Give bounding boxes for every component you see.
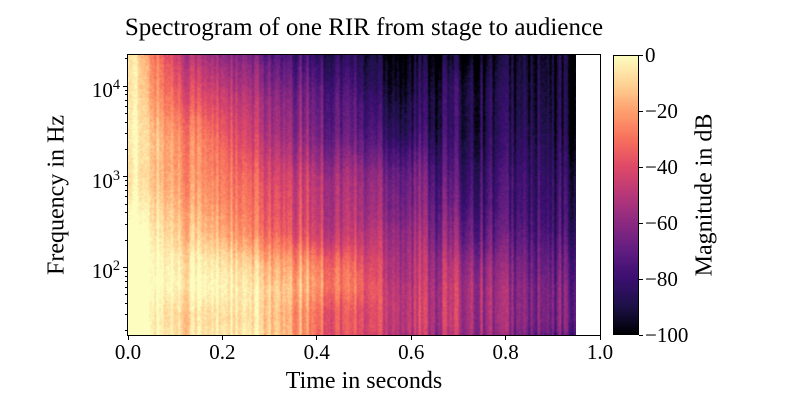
y-minor-tick-mark <box>125 271 128 273</box>
x-tick-mark <box>505 335 507 340</box>
x-tick-label: 0.2 <box>209 340 236 364</box>
colorbar-tick-mark <box>639 278 643 280</box>
colorbar-tick-label: −100 <box>645 323 689 347</box>
y-minor-tick-mark <box>125 196 128 198</box>
y-minor-tick-mark <box>125 330 128 332</box>
colorbar-tick-label: −60 <box>645 211 678 235</box>
colorbar-canvas <box>614 56 638 334</box>
y-tick-label: 102 <box>91 258 120 284</box>
x-tick-mark <box>127 335 129 340</box>
y-minor-tick-mark <box>125 105 128 107</box>
colorbar-tick-label: −80 <box>645 267 678 291</box>
x-tick-label: 0.6 <box>398 340 425 364</box>
x-tick-mark <box>599 335 601 340</box>
x-tick-label: 0.8 <box>492 340 519 364</box>
y-minor-tick-mark <box>125 89 128 91</box>
x-tick-label: 1.0 <box>586 340 614 364</box>
y-minor-tick-mark <box>125 133 128 135</box>
y-minor-tick-mark <box>125 58 128 60</box>
colorbar-tick-label: 0 <box>645 43 656 67</box>
y-minor-tick-mark <box>125 180 128 182</box>
spectrogram-canvas <box>128 55 576 335</box>
x-tick-mark <box>410 335 412 340</box>
y-minor-tick-mark <box>125 212 128 214</box>
y-minor-tick-mark <box>125 190 128 192</box>
y-minor-tick-mark <box>125 99 128 101</box>
y-minor-tick-mark <box>125 239 128 241</box>
y-tick-label: 103 <box>91 167 120 193</box>
colorbar-tick-mark <box>639 334 643 336</box>
y-minor-tick-mark <box>125 281 128 283</box>
y-minor-tick-mark <box>125 287 128 289</box>
chart-title: Spectrogram of one RIR from stage to aud… <box>124 14 604 41</box>
x-tick-label: 0.4 <box>303 340 330 364</box>
y-minor-tick-mark <box>125 149 128 150</box>
y-tick-exponent: 3 <box>112 167 120 184</box>
y-minor-tick-mark <box>125 203 128 205</box>
colorbar-label: Magnitude in dB <box>691 113 718 277</box>
y-minor-tick-mark <box>125 314 128 316</box>
y-tick-mark <box>123 266 128 268</box>
y-minor-tick-mark <box>125 94 128 96</box>
y-minor-tick-mark <box>125 112 128 114</box>
y-tick-label: 104 <box>91 77 120 103</box>
y-minor-tick-mark <box>125 223 128 225</box>
y-minor-tick-mark <box>125 185 128 187</box>
colorbar-tick-label: −20 <box>645 99 678 123</box>
colorbar-tick-mark <box>639 54 643 56</box>
y-minor-tick-mark <box>125 303 128 305</box>
y-minor-tick-mark <box>125 121 128 123</box>
x-tick-mark <box>221 335 223 340</box>
x-axis-label: Time in seconds <box>285 368 443 394</box>
colorbar-tick-mark <box>639 222 643 224</box>
y-tick-exponent: 4 <box>112 77 120 94</box>
y-minor-tick-mark <box>125 275 128 277</box>
y-tick-mark <box>123 85 128 87</box>
x-tick-mark <box>316 335 318 340</box>
x-tick-label: 0.0 <box>114 340 142 364</box>
colorbar <box>613 55 639 335</box>
y-axis-label: Frequency in Hz <box>43 115 70 275</box>
colorbar-tick-label: −40 <box>645 155 678 179</box>
y-minor-tick-mark <box>125 294 128 296</box>
colorbar-tick-mark <box>639 166 643 168</box>
y-tick-mark <box>123 176 128 178</box>
y-tick-exponent: 2 <box>112 258 120 275</box>
colorbar-tick-mark <box>639 110 643 112</box>
